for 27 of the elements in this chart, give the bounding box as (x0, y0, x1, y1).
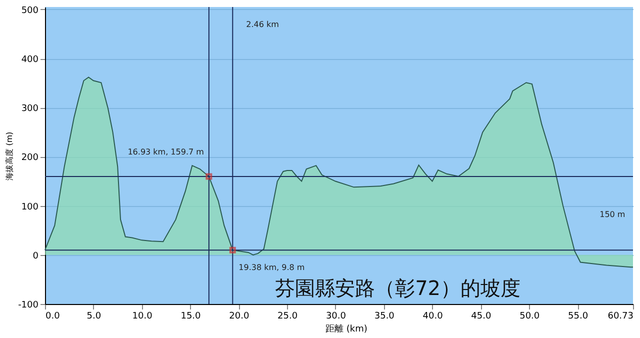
annotation: 16.93 km, 159.7 m (128, 148, 204, 157)
annotation: 150 m (600, 210, 626, 219)
x-tick-label: 40.0 (422, 312, 444, 322)
x-tick-label: 15.0 (180, 312, 202, 322)
x-tick-label: 55.0 (568, 312, 588, 322)
x-tick-label: 25.0 (278, 312, 298, 322)
x-tick-label: 10.0 (132, 312, 153, 322)
y-tick-label: 500 (21, 6, 39, 16)
y-tick-label: 100 (21, 202, 39, 212)
x-tick-label: 20.0 (229, 312, 250, 322)
x-tick-label: 50.0 (520, 312, 540, 322)
y-axis-title: 海拔高度 (m) (5, 132, 14, 180)
y-tick-label: 0 (32, 251, 39, 262)
x-tick-label: 30.0 (326, 312, 346, 322)
x-tick-label: 0.0 (46, 312, 60, 322)
text: 芬園縣安路（彰72）的坡度 (275, 276, 521, 300)
y-tick-label: 300 (21, 104, 39, 114)
x-axis-title: 距離 (km) (326, 324, 368, 334)
x-tick-label: 45.0 (471, 312, 492, 322)
y-tick-label: 400 (21, 55, 39, 66)
x-tick-label: 35.0 (374, 312, 395, 322)
y-tick-label: 200 (21, 153, 39, 164)
x-tick-label: 5.0 (86, 312, 102, 322)
annotation: 19.38 km, 9.8 m (238, 263, 305, 272)
annotation: 2.46 km (246, 20, 280, 29)
x-tick-label: 60.73 (608, 312, 634, 322)
y-tick-label: -100 (18, 300, 39, 310)
